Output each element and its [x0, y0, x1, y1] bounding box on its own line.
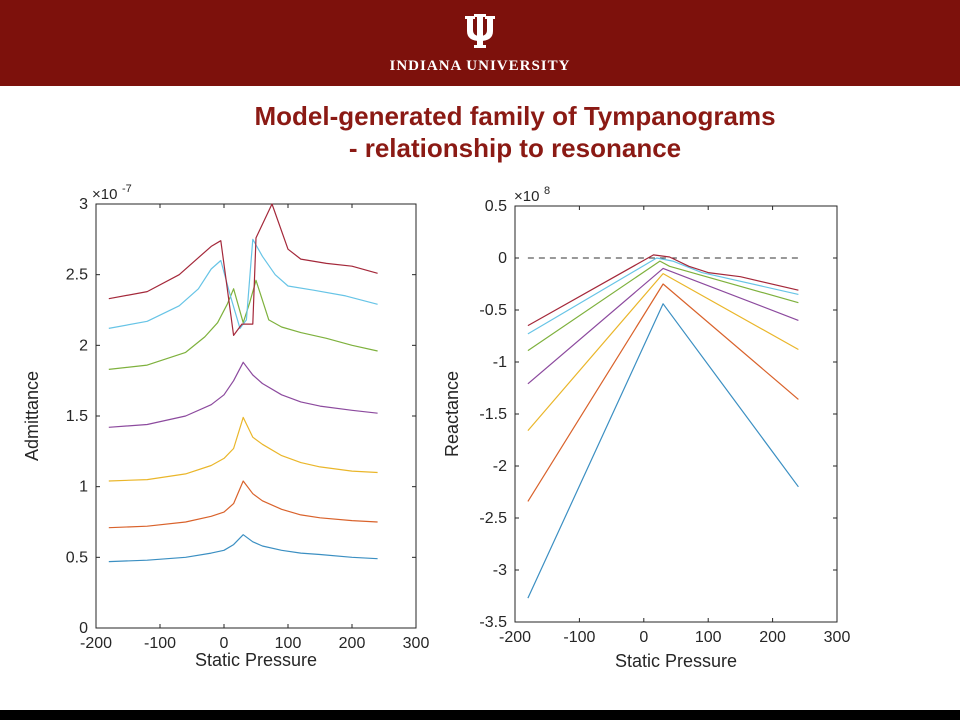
chart-1-ytick-label: 1 — [79, 479, 88, 496]
chart-2-ytick-label: -3 — [493, 562, 507, 579]
chart-1-ytick-label: 0 — [79, 620, 88, 637]
chart-1-series-line-3 — [108, 416, 378, 482]
chart-2-series-line-6 — [527, 257, 799, 335]
chart-2-ytick-label: -1 — [493, 354, 507, 371]
chart-1-ytick-label: 1.5 — [66, 408, 88, 425]
title-line-2: - relationship to resonance — [348, 133, 682, 163]
chart-1-series-line-2 — [108, 480, 378, 529]
chart-2-xtick-label: -100 — [563, 629, 595, 646]
chart-2-series-line-7 — [527, 254, 799, 327]
chart-1-ytick-label: 2 — [79, 337, 88, 354]
chart-1-exponent-label: ×10 — [92, 186, 117, 203]
chart-2-series-line-1 — [527, 303, 799, 599]
chart-2-exponent-label: ×10 — [514, 188, 539, 205]
chart-2-ytick-label: 0.5 — [485, 198, 507, 215]
footer-bar — [0, 710, 960, 720]
chart-2-series-line-5 — [527, 260, 799, 352]
chart-1-ytick-label: 3 — [79, 196, 88, 213]
chart-1-xtick-label: 300 — [403, 635, 430, 652]
title-line-1: Model-generated family of Tympanograms — [254, 101, 776, 131]
chart-1-series-line-1 — [108, 534, 378, 563]
chart-2-ytick-label: -0.5 — [479, 302, 507, 319]
chart-1-axes-box — [95, 203, 417, 629]
chart-2-series-line-2 — [527, 283, 799, 502]
chart-2-ytick-label: -2.5 — [479, 510, 507, 527]
chart-1-exponent-power: -7 — [122, 183, 132, 195]
chart-1-series-line-6 — [108, 238, 378, 329]
chart-2-series-line-3 — [527, 273, 799, 431]
chart-2-series-line-4 — [527, 267, 799, 385]
chart-1-xtick-label: 0 — [220, 635, 229, 652]
chart-2-xlabel: Static Pressure — [615, 651, 737, 671]
chart-2-exponent-power: 8 — [544, 185, 550, 197]
university-name: INDIANA UNIVERSITY — [389, 58, 571, 74]
chart-1-series-line-4 — [108, 361, 378, 428]
chart-2-xtick-label: 0 — [639, 629, 648, 646]
trident-logo-icon — [465, 14, 495, 48]
chart-1-ytick-label: 2.5 — [66, 267, 88, 284]
chart-1-xtick-label: 200 — [339, 635, 366, 652]
chart-1-xtick-label: -200 — [80, 635, 112, 652]
chart-1-ytick-label: 0.5 — [66, 549, 88, 566]
chart-2-xtick-label: 200 — [759, 629, 786, 646]
chart-2-ytick-label: -2 — [493, 458, 507, 475]
chart-2-ylabel: Reactance — [442, 371, 462, 457]
chart-2-ytick-label: 0 — [498, 250, 507, 267]
chart-1-xlabel: Static Pressure — [195, 650, 317, 670]
chart-2-ytick-label: -1.5 — [479, 406, 507, 423]
slide-title: Model-generated family of Tympanograms -… — [150, 100, 880, 164]
chart-2-xtick-label: 300 — [824, 629, 851, 646]
header-bar: INDIANA UNIVERSITY — [0, 0, 960, 86]
chart-2-xtick-label: -200 — [499, 629, 531, 646]
chart-2-ytick-label: -3.5 — [479, 614, 507, 631]
chart-1-series-line-7 — [108, 203, 378, 336]
chart-2-xtick-label: 100 — [695, 629, 722, 646]
chart-1-ylabel: Admittance — [22, 371, 42, 461]
chart-1-xtick-label: 100 — [275, 635, 302, 652]
chart-1-xtick-label: -100 — [144, 635, 176, 652]
